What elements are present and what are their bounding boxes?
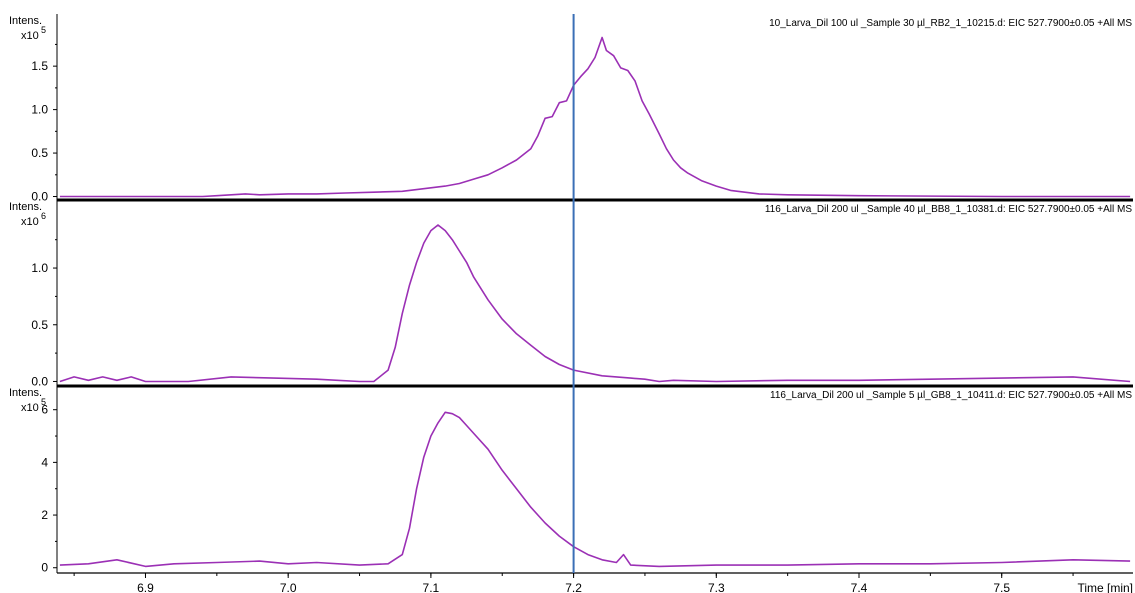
y-tick-label: 0.5 (31, 146, 48, 160)
x-tick-label: 7.5 (993, 581, 1010, 593)
y-tick-label: 1.0 (31, 103, 48, 117)
panel-title: 10_Larva_Dil 100 ul _Sample 30 µl_RB2_1_… (769, 18, 1132, 29)
y-tick-label: 1.5 (31, 59, 48, 73)
eic-trace-2[interactable] (59, 224, 1131, 383)
y-tick-label: 4 (41, 455, 48, 469)
y-axis-label: Intens. (9, 15, 42, 27)
y-scale-exponent: 5 (41, 397, 46, 407)
y-scale-exponent: 5 (41, 25, 46, 35)
y-tick-label: 0.0 (31, 374, 48, 388)
y-tick-label: 2 (41, 508, 48, 522)
y-tick-label: 6 (41, 403, 48, 417)
x-tick-label: 7.2 (565, 581, 582, 593)
y-axis-label: Intens. (9, 387, 42, 399)
chart-panel-1: 0.0 0.5 1.0 1.5 Intens. x10 5 10_Larva_Dil 100 … (9, 14, 1133, 204)
y-tick-label: 0 (41, 561, 48, 575)
x-axis: 6.9 7.0 7.1 7.2 7.3 7.4 7.5 Time [min] (73, 573, 1133, 593)
panel-title: 116_Larva_Dil 200 ul _Sample 40 µl_BB8_1… (765, 204, 1132, 215)
x-tick-label: 7.4 (851, 581, 868, 593)
y-scale-exponent: 6 (41, 211, 46, 221)
x-tick-label: 6.9 (137, 581, 154, 593)
x-axis-label: Time [min] (1077, 581, 1133, 593)
chart-panel-2: 0.0 0.5 1.0 Intens. x10 6 116_Larva_Dil 200 ul… (9, 200, 1133, 388)
panel-title: 116_Larva_Dil 200 ul _Sample 5 µl_GB8_1_… (770, 390, 1132, 401)
eic-trace-1[interactable] (59, 36, 1131, 198)
chart-panel-3: 0 2 4 6 Intens. x10 5 116_Larva_Dil 200 ul _Sam… (9, 386, 1133, 575)
y-tick-label: 1.0 (31, 261, 48, 275)
x-tick-label: 7.1 (423, 581, 440, 593)
x-tick-label: 7.0 (280, 581, 297, 593)
x-tick-label: 7.3 (708, 581, 725, 593)
y-axis-label: Intens. (9, 201, 42, 213)
y-scale-label: x10 (21, 30, 39, 42)
y-tick-label: 0.5 (31, 318, 48, 332)
eic-trace-3[interactable] (59, 411, 1131, 568)
y-scale-label: x10 (21, 402, 39, 414)
y-scale-label: x10 (21, 216, 39, 228)
y-tick-label: 0.0 (31, 190, 48, 204)
